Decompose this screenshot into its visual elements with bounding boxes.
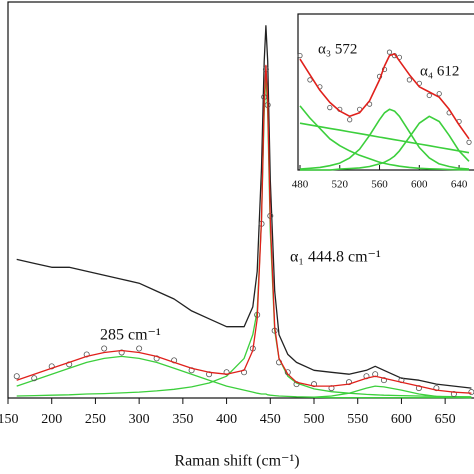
x-tick-label: 600: [391, 412, 412, 427]
x-tick-label: 500: [304, 412, 325, 427]
x-tick-label: 150: [0, 412, 19, 427]
x-tick-label: 600: [411, 179, 428, 191]
data-point: [426, 92, 432, 99]
series-line: [300, 115, 470, 171]
series-line: [16, 355, 472, 399]
series-line: [299, 53, 470, 140]
x-tick-label: 480: [292, 179, 309, 191]
x-tick-label: 450: [260, 412, 281, 427]
series-line: [299, 108, 470, 170]
data-point: [31, 375, 38, 382]
annotation: α₁ 444.8 cm⁻¹: [290, 249, 381, 266]
x-tick-label: 250: [85, 412, 106, 427]
x-tick-label: 550: [347, 412, 368, 427]
annotation: α₃ 572: [318, 41, 357, 57]
data-point: [101, 345, 108, 352]
data-point: [436, 91, 442, 97]
x-tick-label: 640: [451, 179, 468, 191]
series-line: [299, 122, 470, 154]
annotation: α₄ 612: [420, 63, 459, 79]
series-line: [299, 105, 470, 171]
data-point: [450, 391, 457, 398]
x-tick-label: 560: [371, 179, 388, 191]
data-point: [466, 139, 472, 145]
x-tick-label: 650: [435, 412, 456, 427]
data-point: [297, 52, 303, 59]
annotation: 285 cm⁻¹: [100, 327, 161, 344]
data-point: [406, 77, 412, 83]
x-tick-label: 350: [172, 412, 193, 427]
data-point: [327, 105, 333, 111]
series-line: [313, 385, 472, 399]
x-tick-label: 400: [216, 412, 237, 427]
x-tick-label: 520: [332, 179, 349, 191]
plot-frame: [297, 13, 474, 171]
data-point: [347, 117, 353, 123]
data-point: [386, 49, 393, 55]
series-line: [16, 25, 472, 389]
data-point: [13, 373, 20, 380]
data-point: [136, 345, 143, 352]
series-line: [16, 64, 472, 394]
data-point: [345, 379, 352, 386]
x-tick-label: 200: [41, 412, 62, 427]
data-point: [307, 77, 313, 83]
x-tick-label: 300: [129, 412, 150, 427]
x-axis-title: Raman shift (cm⁻¹): [174, 453, 299, 470]
data-point: [223, 369, 230, 376]
